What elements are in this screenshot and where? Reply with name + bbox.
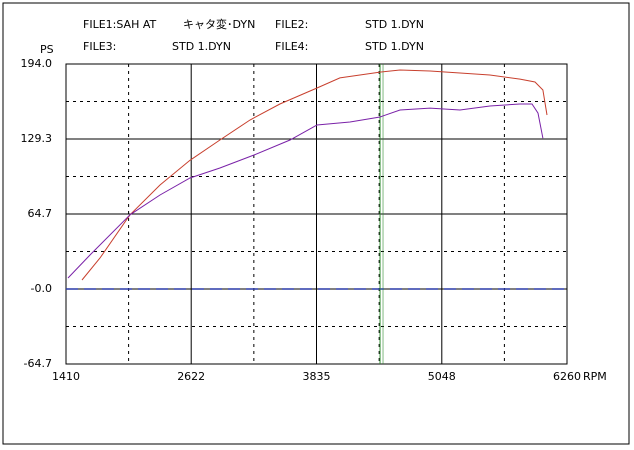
y-tick-label: -64.7 (24, 357, 52, 370)
y-tick-label: 129.3 (21, 132, 53, 145)
legend-file: FILE2: (275, 18, 308, 31)
series-line (67, 103, 544, 279)
x-tick-label: 6260 (553, 370, 581, 383)
legend-name: キャタ変･DYN (183, 17, 255, 31)
legend-name: STD 1.DYN (365, 18, 424, 31)
legend-name: STD 1.DYN (172, 40, 231, 53)
x-tick-label: 2622 (177, 370, 205, 383)
y-axis-label: PS (40, 43, 54, 56)
x-axis-label: RPM (583, 370, 607, 383)
x-tick-label: 5048 (428, 370, 456, 383)
y-tick-label: 194.0 (21, 57, 53, 70)
y-tick-label: -0.0 (31, 282, 52, 295)
x-tick-label: 3835 (303, 370, 331, 383)
series-line (81, 69, 548, 281)
y-tick-label: 64.7 (28, 207, 53, 220)
x-tick-label: 1410 (52, 370, 80, 383)
legend-file: FILE3: (83, 40, 116, 53)
legend-file: FILE1:SAH AT (83, 18, 157, 31)
legend-name: STD 1.DYN (365, 40, 424, 53)
legend-file: FILE4: (275, 40, 308, 53)
